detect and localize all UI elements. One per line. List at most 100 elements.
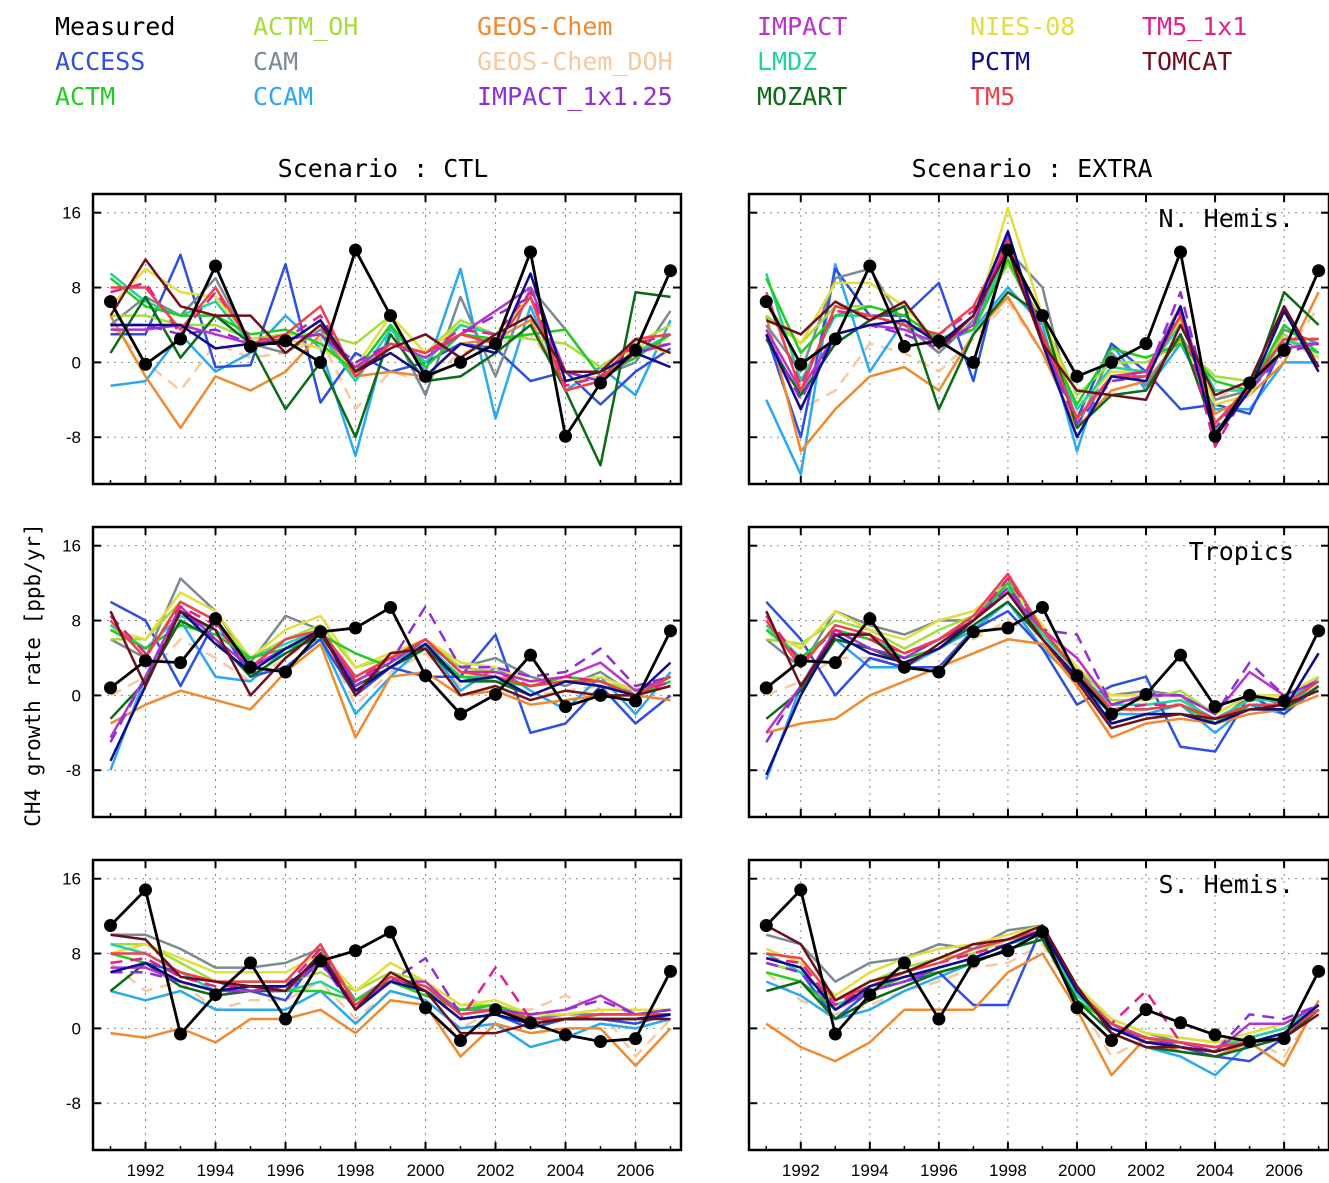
series-tomcat xyxy=(765,248,1320,402)
measured-point xyxy=(966,625,980,639)
legend-entry: NIES-08 xyxy=(970,12,1075,41)
measured-point xyxy=(419,1001,432,1015)
series-impact-1x1-25 xyxy=(109,605,671,743)
measured-point xyxy=(1139,337,1153,351)
measured-point xyxy=(489,1003,502,1017)
panel-4: Tropics xyxy=(747,525,1329,819)
measured-point xyxy=(139,654,152,668)
legend-entry: IMPACT_1x1.25 xyxy=(477,82,673,111)
measured-point xyxy=(594,1034,607,1048)
series-tm5 xyxy=(110,942,671,1021)
measured-point xyxy=(794,357,808,371)
measured-point xyxy=(174,332,187,346)
y-tick-label: 16 xyxy=(62,204,81,223)
measured-point xyxy=(104,295,117,309)
measured-point xyxy=(1035,600,1049,614)
measured-point xyxy=(279,1012,292,1026)
measured-point xyxy=(664,964,677,978)
measured-point xyxy=(863,259,877,273)
measured-point xyxy=(524,648,537,662)
measured-point xyxy=(279,665,292,679)
panel-3: 16 8 0 -8 xyxy=(62,525,683,819)
x-tick-label: 2000 xyxy=(1058,1161,1096,1180)
series-access xyxy=(765,600,1320,753)
series-pctm xyxy=(110,272,671,383)
series-geos-chem-doh xyxy=(109,961,672,1058)
measured-point xyxy=(1001,243,1015,257)
measured-point xyxy=(209,259,222,273)
measured-point xyxy=(1174,245,1188,259)
measured-point xyxy=(244,339,257,353)
series-tomcat xyxy=(110,933,671,1035)
measured-point xyxy=(384,600,397,614)
measured-point xyxy=(209,988,222,1002)
measured-point xyxy=(794,883,808,897)
y-tick-label: 8 xyxy=(72,612,81,631)
measured-point xyxy=(1312,964,1326,978)
measured-point xyxy=(759,681,773,695)
x-tick-label: 1994 xyxy=(197,1161,235,1180)
measured-point xyxy=(314,954,327,968)
title-extra: Scenario : EXTRA xyxy=(912,154,1153,183)
measured-point xyxy=(897,339,911,353)
region-label: S. Hemis. xyxy=(1159,870,1294,899)
series-tm5-1x1 xyxy=(110,947,671,1021)
legend-entry: CCAM xyxy=(253,82,313,111)
plot-frame xyxy=(747,858,1329,1152)
measured-point xyxy=(559,429,572,443)
measured-point xyxy=(384,309,397,323)
x-tick-label: 1994 xyxy=(851,1161,889,1180)
series-tm5 xyxy=(765,239,1319,425)
series-ccam xyxy=(110,989,671,1049)
x-tick-label: 2002 xyxy=(1127,1161,1165,1180)
y-tick-label: 0 xyxy=(72,353,81,372)
measured-point xyxy=(629,694,642,708)
y-tick-label: 16 xyxy=(62,870,81,889)
series-tm5 xyxy=(109,600,672,697)
series-ccam xyxy=(765,262,1319,476)
measured-point xyxy=(349,243,362,257)
measured-point xyxy=(454,707,467,721)
measured-point xyxy=(349,944,362,958)
series-tomcat xyxy=(109,609,671,702)
x-tick-label: 2002 xyxy=(477,1161,515,1180)
measured-point xyxy=(932,1012,946,1026)
measured-point xyxy=(1035,309,1049,323)
measured-point xyxy=(863,988,877,1002)
measured-point xyxy=(1139,1003,1153,1017)
measured-point xyxy=(419,369,432,383)
legend-entry: Measured xyxy=(55,12,175,41)
series-tomcat xyxy=(765,924,1320,1054)
measured-point xyxy=(1070,1001,1084,1015)
measured-point xyxy=(1277,694,1291,708)
measured-point xyxy=(897,660,911,674)
x-tick-label: 1998 xyxy=(337,1161,375,1180)
plot-frame xyxy=(91,525,683,819)
measured-point xyxy=(1139,687,1153,701)
plot-frame xyxy=(91,858,683,1152)
series-tomcat xyxy=(109,258,671,373)
y-tick-label: 8 xyxy=(72,945,81,964)
measured-point xyxy=(1208,700,1222,714)
measured-point xyxy=(1243,376,1257,390)
x-tick-label: 1996 xyxy=(920,1161,958,1180)
measured-point xyxy=(489,687,502,701)
series-geos-chem-doh xyxy=(109,633,671,706)
measured-point xyxy=(1277,1032,1291,1046)
x-tick-label: 2006 xyxy=(1265,1161,1303,1180)
measured-point xyxy=(1001,621,1015,635)
panel-5: 16 8 0 -8 1992 1994 1996 1998 2000 2002 2004 2006 xyxy=(62,858,683,1180)
series-cam xyxy=(765,248,1320,430)
measured-point xyxy=(629,343,642,357)
y-tick-label: 8 xyxy=(72,279,81,298)
legend-entry: TOMCAT xyxy=(1142,47,1232,76)
legend-entry: ACCESS xyxy=(55,47,145,76)
measured-point xyxy=(759,918,773,932)
series-actm-oh xyxy=(765,933,1320,1044)
panel-2: N. Hemis. xyxy=(747,192,1329,486)
measured-point xyxy=(314,355,327,369)
measured-point xyxy=(489,337,502,351)
region-label: Tropics xyxy=(1189,537,1294,566)
measured-point xyxy=(932,334,946,348)
legend-entry: ACTM xyxy=(55,82,115,111)
